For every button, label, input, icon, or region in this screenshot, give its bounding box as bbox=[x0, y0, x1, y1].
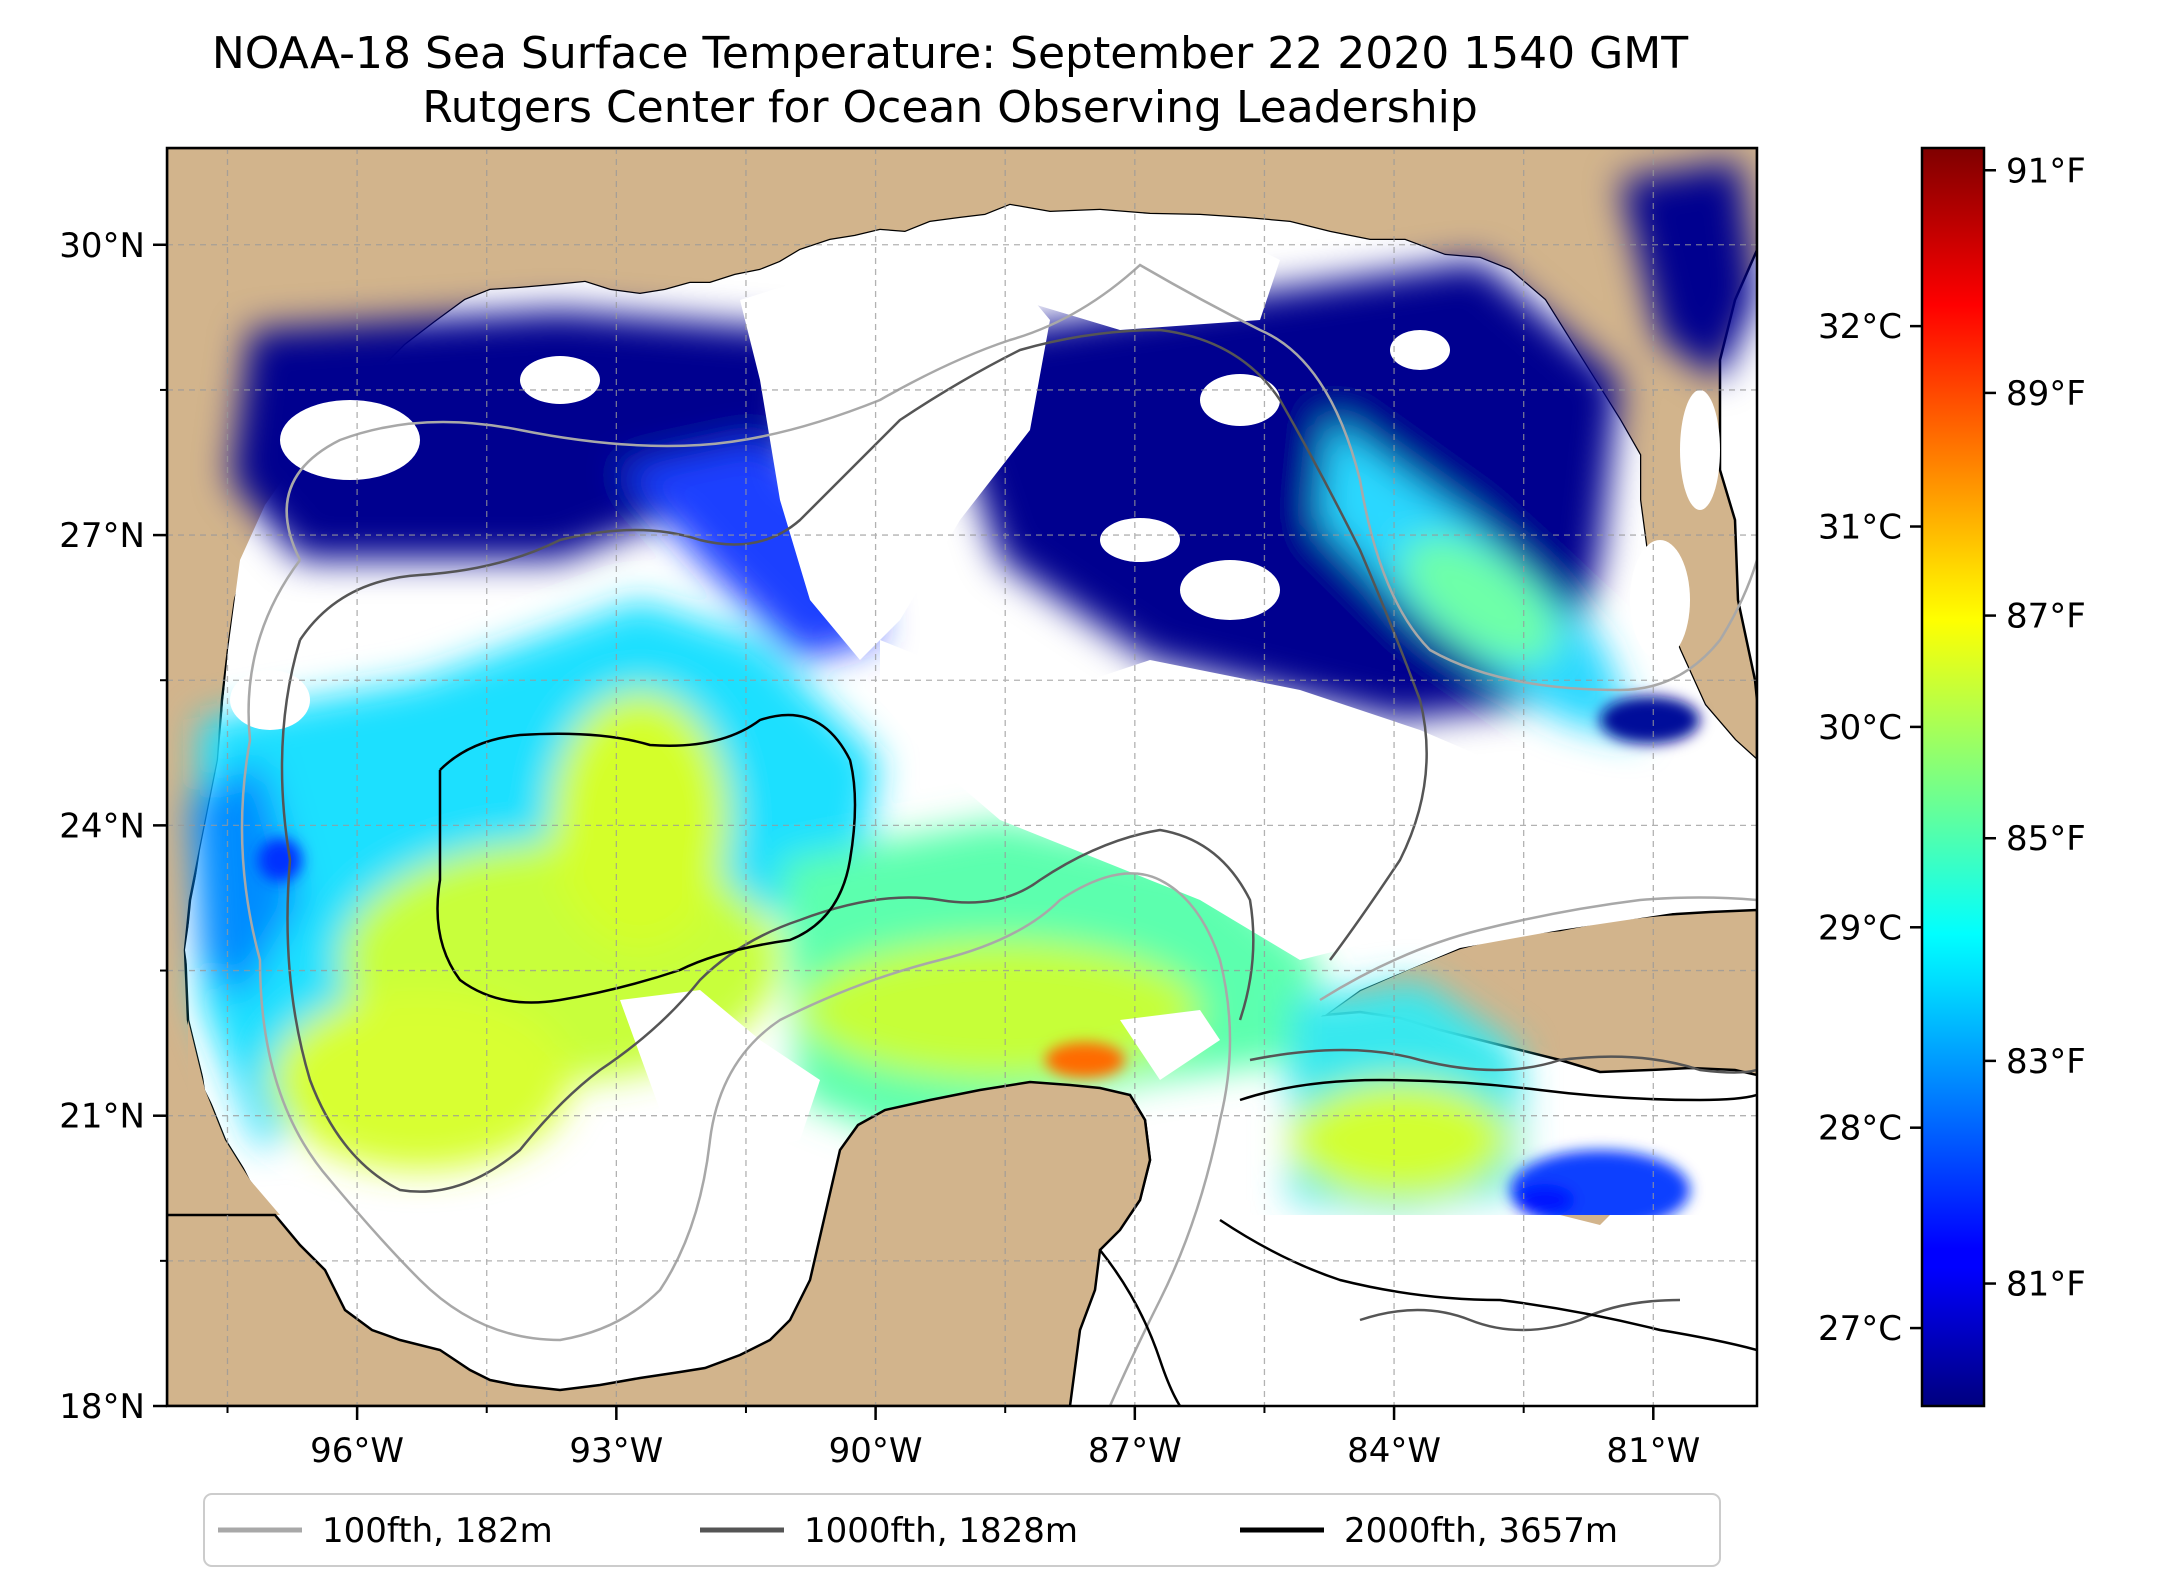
lon-tick-label: 96°W bbox=[310, 1431, 404, 1471]
gridlines bbox=[167, 148, 1757, 1406]
lat-tick-label: 24°N bbox=[59, 806, 145, 846]
colorbar-label-f: 81°F bbox=[2006, 1265, 2086, 1305]
colorbar-label-c: 30°C bbox=[1818, 708, 1902, 748]
map-frame bbox=[165, 146, 1759, 1408]
lon-tick-label: 93°W bbox=[569, 1431, 663, 1471]
map-panel bbox=[167, 148, 1757, 1406]
colorbar-label-c: 27°C bbox=[1818, 1309, 1902, 1349]
colorbar-frame bbox=[1920, 146, 1986, 1408]
legend-label: 2000fth, 3657m bbox=[1344, 1511, 1618, 1551]
colorbar-label-c: 28°C bbox=[1818, 1109, 1902, 1149]
axis-labels: 96°W 93°W 90°W 87°W 84°W 81°W 18°N 21°N 24°N 27°N… bbox=[59, 226, 1700, 1471]
map-subtitle: Rutgers Center for Ocean Observing Leade… bbox=[422, 82, 1478, 133]
colorbar-gradient bbox=[1922, 148, 1984, 1406]
contour-2000fth bbox=[436, 713, 1757, 1406]
lat-tick-label: 27°N bbox=[59, 516, 145, 556]
lat-tick-label: 30°N bbox=[59, 226, 145, 266]
colorbar-label-f: 83°F bbox=[2006, 1042, 2086, 1082]
contour-1000fth bbox=[280, 328, 1757, 1332]
legend-box bbox=[203, 1493, 1721, 1567]
colorbar-label-f: 91°F bbox=[2006, 151, 2086, 191]
axis-ticks bbox=[153, 243, 1655, 1420]
map-title: NOAA-18 Sea Surface Temperature: Septemb… bbox=[211, 28, 1689, 79]
cloud-mask bbox=[230, 220, 1720, 1160]
colorbar-label-f: 87°F bbox=[2006, 597, 2086, 637]
lat-tick-label: 18°N bbox=[59, 1387, 145, 1427]
colorbar-label-f: 85°F bbox=[2006, 819, 2086, 859]
colorbar-label-c: 31°C bbox=[1818, 508, 1902, 548]
colorbar-label-c: 29°C bbox=[1818, 908, 1902, 948]
contour-100fth bbox=[240, 263, 1757, 1406]
colorbar: 81°F 83°F 85°F 87°F 89°F 91°F 27°C 28°C 29°C 30°C… bbox=[1818, 146, 2086, 1408]
legend-label: 1000fth, 1828m bbox=[804, 1511, 1078, 1551]
lon-tick-label: 87°W bbox=[1088, 1431, 1182, 1471]
legend-label: 100fth, 182m bbox=[322, 1511, 553, 1551]
colorbar-label-c: 32°C bbox=[1818, 307, 1902, 347]
land-south bbox=[167, 1020, 1610, 1406]
lon-tick-label: 81°W bbox=[1606, 1431, 1700, 1471]
bathymetry-contours bbox=[240, 263, 1757, 1406]
lon-tick-label: 84°W bbox=[1347, 1431, 1441, 1471]
lat-tick-label: 21°N bbox=[59, 1097, 145, 1137]
lon-tick-label: 90°W bbox=[829, 1431, 923, 1471]
colorbar-ticks: 81°F 83°F 85°F 87°F 89°F 91°F 27°C 28°C 29°C 30°C… bbox=[1818, 151, 2086, 1349]
sst-detail bbox=[258, 696, 1700, 1230]
legend: 100fth, 182m 1000fth, 1828m 2000fth, 3657m bbox=[203, 1493, 1721, 1567]
colorbar-label-f: 89°F bbox=[2006, 374, 2086, 414]
